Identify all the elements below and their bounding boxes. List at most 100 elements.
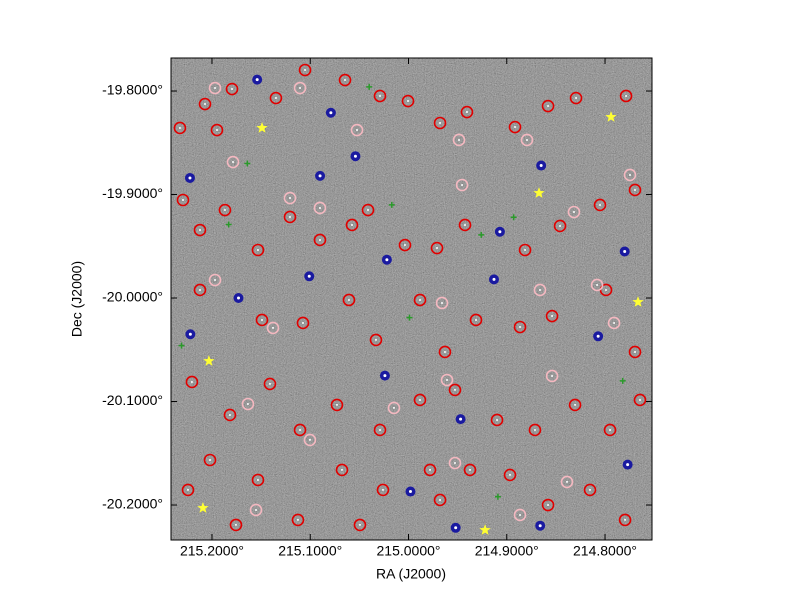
marker-center <box>533 428 536 431</box>
marker-ring <box>401 94 415 108</box>
source-marker <box>618 513 632 527</box>
source-marker <box>244 160 251 167</box>
source-marker <box>567 205 581 219</box>
marker-center <box>609 428 612 431</box>
marker-plus <box>406 314 413 321</box>
marker-ring <box>376 483 390 497</box>
marker-plus <box>619 377 626 384</box>
marker-center <box>190 380 193 383</box>
marker-center <box>626 463 630 467</box>
marker-center <box>268 382 271 385</box>
source-marker <box>266 321 280 335</box>
marker-center <box>435 247 438 250</box>
marker-ring <box>241 397 255 411</box>
marker-ring <box>463 463 477 477</box>
source-marker <box>568 398 582 412</box>
marker-center <box>453 388 456 391</box>
marker-ring <box>369 333 383 347</box>
source-marker <box>623 168 637 182</box>
marker-ring <box>435 296 449 310</box>
marker-center <box>223 209 226 212</box>
marker-center <box>469 468 472 471</box>
source-marker <box>184 172 195 183</box>
source-marker <box>381 254 392 265</box>
source-marker <box>583 483 597 497</box>
marker-center <box>623 249 627 253</box>
marker-center <box>465 111 468 114</box>
marker-center <box>374 338 377 341</box>
source-marker <box>198 97 212 111</box>
marker-center <box>547 504 550 507</box>
marker-center <box>547 105 550 108</box>
marker-center <box>379 94 382 97</box>
marker-ring <box>210 123 224 137</box>
marker-center <box>231 88 234 91</box>
source-marker <box>210 123 224 137</box>
source-marker <box>283 191 297 205</box>
marker-ring <box>263 377 277 391</box>
marker-center <box>318 238 321 241</box>
source-marker <box>607 316 621 330</box>
marker-center <box>209 458 212 461</box>
marker-ring <box>176 193 190 207</box>
marker-ring <box>173 121 187 135</box>
marker-ring <box>255 313 269 327</box>
source-marker <box>593 198 607 212</box>
marker-ring <box>225 82 239 96</box>
x-axis-label: RA (J2000) <box>376 566 446 582</box>
source-marker <box>338 73 352 87</box>
source-marker <box>503 468 517 482</box>
source-marker <box>401 94 415 108</box>
marker-ring <box>361 203 375 217</box>
marker-center <box>418 398 421 401</box>
marker-ring <box>226 155 240 169</box>
marker-center <box>198 288 201 291</box>
source-marker <box>185 329 196 340</box>
marker-center <box>367 209 370 212</box>
marker-ring <box>430 241 444 255</box>
source-marker <box>225 82 239 96</box>
source-marker <box>218 203 232 217</box>
marker-center <box>461 183 464 186</box>
source-marker <box>479 524 491 535</box>
source-marker <box>438 345 452 359</box>
marker-plus <box>494 493 501 500</box>
source-marker <box>233 293 244 304</box>
marker-center <box>551 315 554 318</box>
marker-center <box>407 100 410 103</box>
marker-center <box>237 296 241 300</box>
source-marker <box>373 89 387 103</box>
marker-ring <box>541 498 555 512</box>
marker-ring <box>223 408 237 422</box>
source-marker <box>569 91 583 105</box>
marker-ring <box>469 313 483 327</box>
marker-ring <box>603 423 617 437</box>
marker-center <box>596 334 600 338</box>
marker-ring <box>452 133 466 147</box>
source-marker <box>251 473 265 487</box>
source-marker <box>296 316 310 330</box>
marker-center <box>188 176 192 180</box>
marker-center <box>459 417 463 421</box>
marker-ring <box>387 401 401 415</box>
marker-ring <box>508 120 522 134</box>
source-marker <box>628 345 642 359</box>
source-marker <box>225 221 232 228</box>
marker-center <box>198 229 201 232</box>
marker-plus <box>510 214 517 221</box>
marker-center <box>318 206 321 209</box>
source-marker <box>632 296 644 307</box>
x-tick-label: 215.2000° <box>180 543 244 559</box>
source-marker <box>298 63 312 77</box>
source-marker <box>208 81 222 95</box>
marker-center <box>566 480 569 483</box>
marker-center <box>526 138 529 141</box>
marker-center <box>519 513 522 516</box>
marker-center <box>624 518 627 521</box>
source-marker <box>413 293 427 307</box>
source-marker <box>304 271 315 282</box>
marker-center <box>441 301 444 304</box>
marker-center <box>613 321 616 324</box>
source-marker <box>619 377 626 384</box>
marker-center <box>260 318 263 321</box>
